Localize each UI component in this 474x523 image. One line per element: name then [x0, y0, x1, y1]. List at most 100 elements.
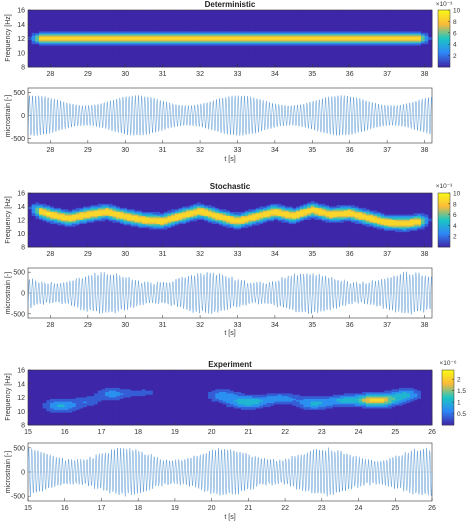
colorbar-swatch [438, 55, 450, 58]
heatmap-cell [156, 11, 161, 14]
heatmap-cell [263, 47, 268, 49]
heatmap-cell [64, 18, 69, 21]
heatmap-cell [343, 37, 348, 39]
heatmap-cell [57, 37, 62, 39]
heatmap-cell [218, 51, 224, 54]
heatmap-cell [325, 51, 330, 54]
heatmap-cell [68, 38, 73, 41]
heatmap-cell [365, 39, 370, 42]
heatmap-cell [53, 206, 58, 209]
heatmap-cell [105, 51, 110, 54]
heatmap-cell [230, 37, 235, 39]
heatmap-cell [53, 238, 58, 241]
heatmap-cell [31, 233, 36, 236]
heatmap-cell [299, 32, 304, 35]
heatmap-cell [409, 51, 415, 54]
heatmap-cell [373, 57, 378, 59]
heatmap-cell [46, 31, 51, 34]
heatmap-cell [141, 52, 146, 55]
heatmap-cell [241, 42, 246, 45]
heatmap-cell [108, 38, 113, 41]
heatmap-cell [321, 48, 326, 51]
heatmap-cell [281, 31, 286, 34]
heatmap-cell [72, 64, 77, 66]
heatmap-cell [79, 35, 84, 38]
heatmap-cell [354, 57, 359, 59]
heatmap-cell [28, 234, 33, 237]
heatmap-cell [83, 65, 88, 68]
heatmap-cell [285, 38, 290, 41]
heatmap-cell [420, 12, 426, 15]
heatmap-cell [277, 38, 282, 41]
heatmap-cell [108, 34, 113, 37]
heatmap-cell [50, 193, 55, 195]
heatmap-cell [277, 61, 282, 64]
heatmap-cell [329, 24, 334, 27]
heatmap-cell [358, 19, 363, 22]
heatmap-cell [369, 61, 374, 64]
heatmap-cell [303, 47, 308, 49]
heatmap-cell [248, 61, 253, 64]
heatmap-cell [248, 34, 253, 37]
heatmap-cell [182, 47, 187, 49]
heatmap-cell [171, 12, 176, 15]
heatmap-cell [156, 38, 161, 41]
heatmap-cell [174, 58, 179, 61]
heatmap-cell [288, 48, 293, 51]
heatmap-cell [218, 15, 224, 18]
heatmap-cell [376, 27, 381, 29]
heatmap-cell [391, 52, 396, 55]
heatmap-cell [174, 10, 179, 12]
heatmap-cell [318, 47, 323, 49]
heatmap-cell [97, 32, 102, 35]
heatmap-cell [156, 48, 161, 51]
heatmap-cell [274, 24, 279, 27]
heatmap-cell [163, 24, 168, 27]
heatmap-cell [193, 48, 198, 51]
heatmap-cell [46, 25, 51, 28]
heatmap-cell [222, 18, 227, 21]
heatmap-cell [336, 35, 341, 38]
heatmap-cell [90, 34, 95, 37]
heatmap-cell [402, 34, 407, 37]
heatmap-cell [72, 45, 77, 48]
heatmap-cell [57, 31, 62, 34]
heatmap-cell [420, 45, 426, 48]
heatmap-cell [57, 244, 62, 247]
heatmap-cell [340, 59, 345, 62]
heatmap-cell [35, 240, 40, 242]
heatmap-cell [185, 49, 190, 52]
heatmap-cell [318, 31, 323, 34]
heatmap-cell [285, 47, 290, 49]
heatmap-cell [296, 12, 301, 15]
heatmap-cell [28, 228, 33, 230]
heatmap-cell [53, 19, 58, 22]
heatmap-cell [101, 11, 106, 14]
heatmap-cell [53, 241, 58, 244]
heatmap-cell [402, 64, 407, 66]
heatmap-cell [222, 25, 227, 28]
heatmap-cell [50, 45, 55, 48]
heatmap-cell [222, 35, 227, 38]
heatmap-cell [90, 59, 95, 62]
heatmap-cell [101, 54, 106, 57]
heatmap-cell [196, 61, 202, 64]
heatmap-cell [387, 47, 392, 49]
heatmap-cell [299, 18, 304, 21]
heatmap-cell [354, 21, 359, 24]
heatmap-cell [340, 45, 345, 48]
heatmap-cell [417, 58, 422, 61]
heatmap-cell [373, 17, 378, 19]
heatmap-cell [321, 52, 326, 55]
heatmap-cell [215, 47, 220, 49]
heatmap-cell [274, 55, 279, 58]
heatmap-cell [332, 17, 337, 19]
heatmap-cell [50, 18, 55, 21]
heatmap-cell [329, 44, 334, 47]
heatmap-cell [391, 12, 396, 15]
heatmap-cell [336, 62, 341, 65]
heatmap-cell [336, 42, 341, 45]
heatmap-cell [189, 11, 194, 14]
heatmap-cell [222, 51, 227, 54]
heatmap-cell [101, 51, 106, 54]
